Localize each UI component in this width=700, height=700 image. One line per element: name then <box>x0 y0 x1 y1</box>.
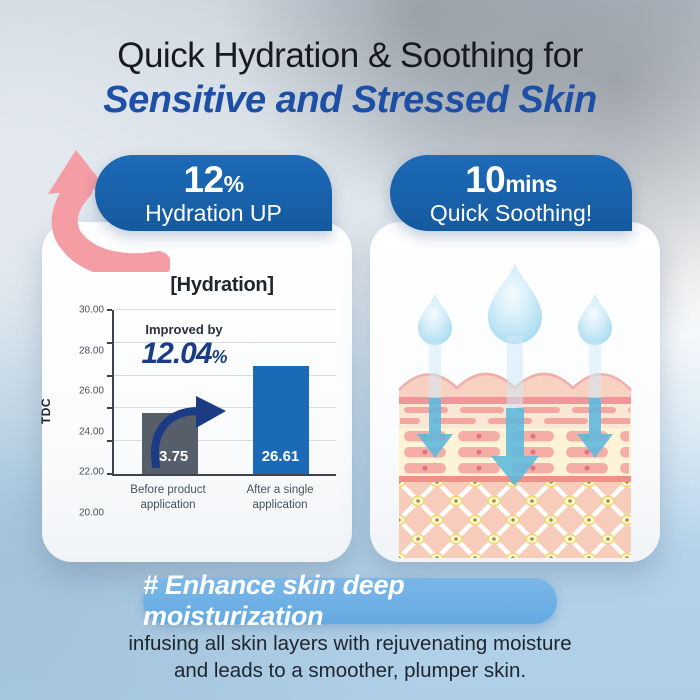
skin-cross-section-illustration <box>398 264 632 558</box>
hashtag-pill: # Enhance skin deep moisturization <box>143 570 557 631</box>
y-tick-mark <box>107 473 112 475</box>
y-tick-label: 28.00 <box>78 345 104 357</box>
x-category-label: Before product application <box>130 484 206 511</box>
soothing-result-card <box>370 222 660 562</box>
badge-value: 10mins <box>465 159 557 201</box>
absorption-arrow-icon <box>417 336 613 486</box>
caption-line1: infusing all skin layers with rejuvenati… <box>128 632 572 655</box>
badge-value: 12% <box>183 159 244 201</box>
annotation-intro: Improved by <box>145 322 223 337</box>
footer-caption: infusing all skin layers with rejuvenati… <box>0 630 700 685</box>
chart-bar-column: 26.61 <box>225 310 336 474</box>
annotation-value: 12.04% <box>141 337 227 370</box>
chart-yticks: 30.00 28.00 26.00 24.00 22.00 20.00 <box>60 305 104 519</box>
badge-label: Hydration UP <box>145 200 282 227</box>
hydration-up-badge: 12% Hydration UP <box>95 155 332 231</box>
y-tick-label: 30.00 <box>78 304 104 316</box>
y-tick-label: 20.00 <box>78 507 104 519</box>
improvement-arrow-icon <box>150 396 226 468</box>
water-drop-icon <box>418 264 612 345</box>
hydration-result-card: [Hydration] TDC 30.00 28.00 26.00 24.00 22.0… <box>39 222 352 562</box>
bar-value-label: 23.75 <box>150 448 189 465</box>
y-tick-mark <box>107 341 112 344</box>
y-axis-label: TDC <box>39 398 53 425</box>
chart-bar: 26.61 <box>252 365 309 474</box>
y-tick-label: 26.00 <box>78 385 104 397</box>
y-tick-label: 22.00 <box>78 466 104 478</box>
chart-xlabels: Before product application After a single a… <box>112 483 336 513</box>
y-tick-mark <box>107 309 112 311</box>
y-tick-mark <box>107 407 112 410</box>
x-category-label: After a single application <box>246 484 314 511</box>
quick-soothing-badge: 10mins Quick Soothing! <box>390 155 632 231</box>
caption-line2: and leads to a smoother, plumper skin. <box>173 659 527 683</box>
gridline <box>114 440 336 442</box>
hydration-bar-chart: TDC 30.00 28.00 26.00 24.00 22.00 20.00 23.75… <box>39 305 352 519</box>
y-tick-label: 24.00 <box>78 426 104 438</box>
bar-value-label: 26.61 <box>261 448 300 465</box>
y-tick-mark <box>107 374 112 377</box>
page-title-line2: Sensitive and Stressed Skin <box>103 79 597 121</box>
gridline <box>114 341 336 343</box>
improvement-annotation: Improved by 12.04% <box>116 322 252 371</box>
badge-label: Quick Soothing! <box>429 200 593 227</box>
page-title-line1: Quick Hydration & Soothing for <box>117 36 583 75</box>
y-tick-mark <box>107 440 112 443</box>
gridline <box>114 407 336 409</box>
gridline <box>114 374 336 376</box>
chart-plot: 23.75 26.61 Improved by 12.04% <box>107 309 336 476</box>
gridline <box>114 309 336 310</box>
chart-title: [Hydration] <box>170 274 274 296</box>
hydration-up-arrow-icon <box>48 150 170 272</box>
